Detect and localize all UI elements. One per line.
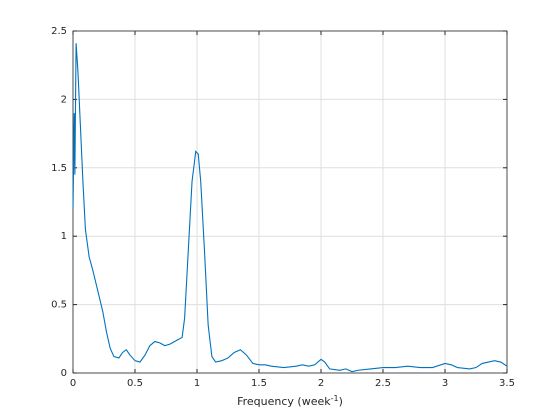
y-tick-label: 1.5 xyxy=(51,163,67,174)
y-tick-label: 2.5 xyxy=(51,26,67,37)
x-label-part: ) xyxy=(339,395,343,408)
x-tick-label: 2 xyxy=(318,378,324,389)
y-tick-label: 0.5 xyxy=(51,300,67,311)
y-tick-label: 1 xyxy=(61,231,67,242)
x-label-part: Frequency (week xyxy=(237,395,331,408)
x-tick-label: 1 xyxy=(194,378,200,389)
x-tick-label: 0 xyxy=(70,378,76,389)
plot-area xyxy=(73,31,507,373)
data-line xyxy=(72,43,508,373)
y-tick-label: 0 xyxy=(61,368,67,379)
x-tick-label: 1.5 xyxy=(251,378,267,389)
x-tick-label: 2.5 xyxy=(375,378,391,389)
x-tick-label: 0.5 xyxy=(127,378,143,389)
x-label-superscript: -1 xyxy=(331,394,339,403)
y-tick-label: 2 xyxy=(61,94,67,105)
x-tick-label: 3 xyxy=(442,378,448,389)
x-tick-label: 3.5 xyxy=(499,378,515,389)
x-axis-label: Frequency (week-1) xyxy=(237,394,343,409)
